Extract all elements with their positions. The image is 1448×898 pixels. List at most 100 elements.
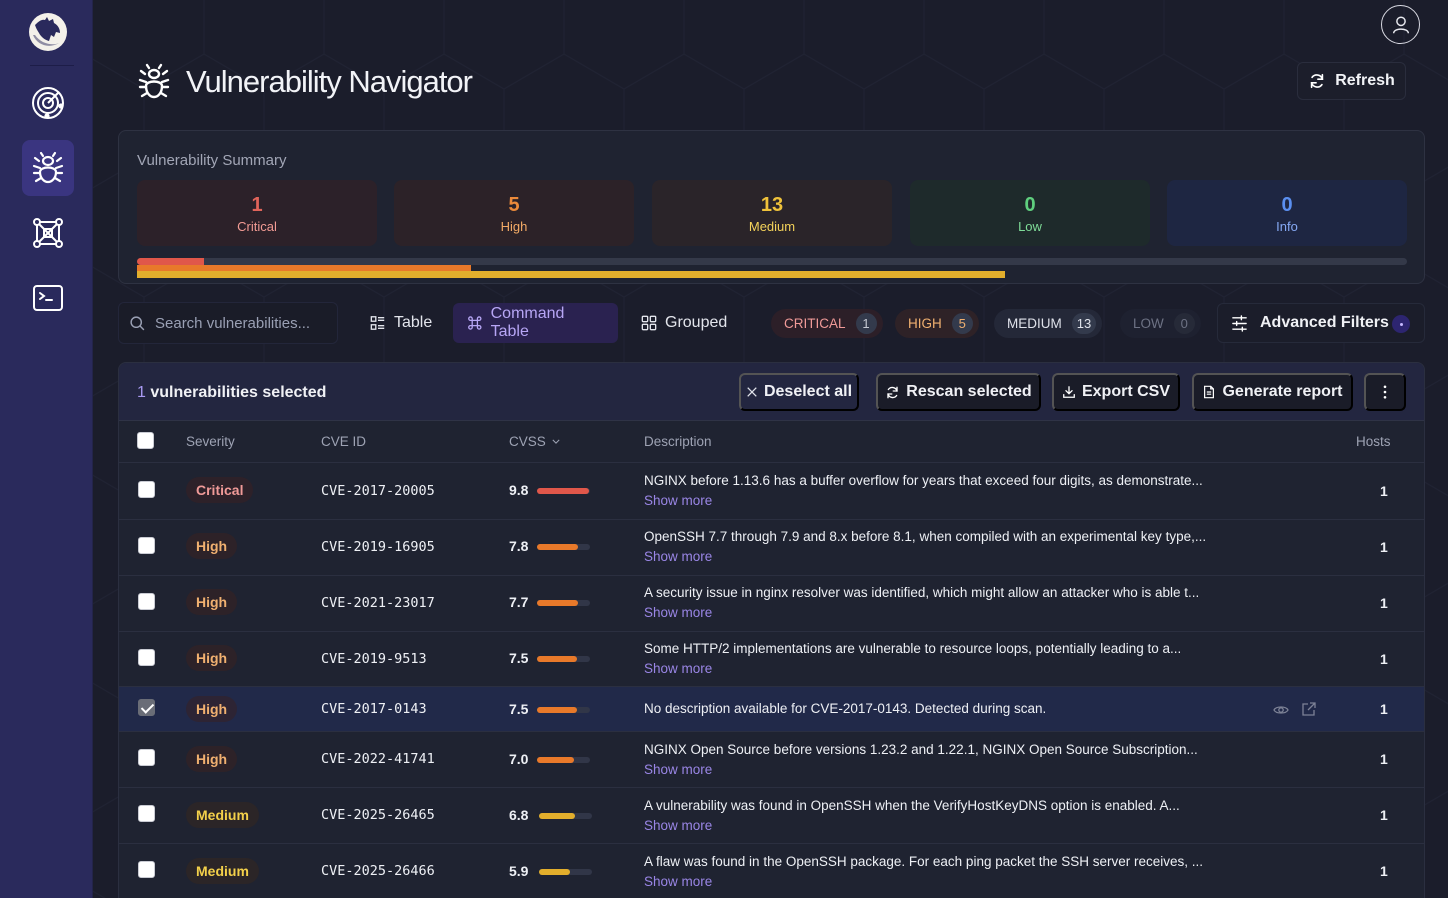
column-description[interactable]: Description <box>644 434 712 449</box>
cvss-bar <box>537 544 590 550</box>
filter-chip-high[interactable]: HIGH 5 <box>895 309 979 338</box>
filter-chip-medium[interactable]: MEDIUM 13 <box>994 309 1103 338</box>
summary-card-critical[interactable]: 1 Critical <box>137 180 377 246</box>
cvss-score: 7.5 <box>509 650 529 666</box>
select-all-checkbox[interactable] <box>137 432 154 449</box>
column-hosts[interactable]: Hosts <box>1356 434 1391 449</box>
hosts-count: 1 <box>1380 751 1388 767</box>
row-checkbox[interactable] <box>138 805 155 822</box>
filter-chip-critical[interactable]: CRITICAL 1 <box>771 309 883 338</box>
search-input[interactable] <box>155 314 325 332</box>
user-icon <box>1392 15 1409 33</box>
document-icon <box>1204 385 1215 399</box>
sidebar-item-network[interactable] <box>22 205 74 261</box>
table-row[interactable]: High CVE-2019-16905 7.8 OpenSSH 7.7 thro… <box>119 520 1424 576</box>
filter-chip-low[interactable]: LOW 0 <box>1120 309 1201 338</box>
column-cve-id[interactable]: CVE ID <box>321 434 367 449</box>
row-checkbox[interactable] <box>138 861 155 878</box>
cvss-score: 5.9 <box>509 863 529 879</box>
rescan-selected-button[interactable]: Rescan selected <box>876 373 1041 411</box>
table-row[interactable]: High CVE-2019-9513 7.5 Some HTTP/2 imple… <box>119 632 1424 687</box>
wolf-logo-icon[interactable] <box>27 11 69 53</box>
high-count: 5 <box>508 193 520 216</box>
summary-card-medium[interactable]: 13 Medium <box>652 180 892 246</box>
description: NGINX Open Source before versions 1.23.2… <box>644 742 1198 757</box>
tab-command-table-label: Command Table <box>490 305 565 340</box>
cve-id: CVE-2025-26465 <box>321 807 435 823</box>
column-severity[interactable]: Severity <box>186 434 235 449</box>
more-options-button[interactable] <box>1364 373 1406 411</box>
table-row[interactable]: Medium CVE-2025-26466 5.9 A flaw was fou… <box>119 844 1424 898</box>
show-more-link[interactable]: Show more <box>644 762 713 777</box>
hosts-count: 1 <box>1380 807 1388 823</box>
eye-icon[interactable] <box>1273 702 1289 718</box>
page-title: Vulnerability Navigator <box>186 64 473 99</box>
tab-command-table[interactable]: Command Table <box>453 303 618 343</box>
row-checkbox[interactable] <box>138 649 155 666</box>
cvss-score: 7.5 <box>509 701 529 717</box>
cve-id: CVE-2017-20005 <box>321 483 435 499</box>
tab-grouped-label: Grouped <box>665 314 728 331</box>
column-cvss[interactable]: CVSS <box>509 434 560 449</box>
show-more-link[interactable]: Show more <box>644 605 713 620</box>
row-checkbox[interactable] <box>138 749 155 766</box>
external-link-icon[interactable] <box>1301 701 1317 717</box>
refresh-button[interactable]: Refresh <box>1297 62 1406 100</box>
chip-label: HIGH <box>908 316 942 331</box>
cvss-bar <box>537 600 590 606</box>
cvss-bar <box>537 656 590 662</box>
summary-card-high[interactable]: 5 High <box>394 180 634 246</box>
radar-icon <box>32 87 64 119</box>
sidebar-item-scanner[interactable] <box>22 75 74 131</box>
grid-icon <box>641 315 657 331</box>
show-more-link[interactable]: Show more <box>644 818 713 833</box>
severity-badge: High <box>186 696 238 722</box>
sidebar-item-vulnerabilities[interactable] <box>22 140 74 196</box>
show-more-link[interactable]: Show more <box>644 493 713 508</box>
selection-count: 1 vulnerabilities selected <box>137 384 326 402</box>
deselect-all-button[interactable]: Deselect all <box>739 373 859 411</box>
generate-report-button[interactable]: Generate report <box>1192 373 1353 411</box>
cve-id: CVE-2022-41741 <box>321 751 435 767</box>
row-checkbox[interactable] <box>138 593 155 610</box>
vulnerability-table: 1 vulnerabilities selected Deselect all … <box>118 362 1425 898</box>
refresh-icon <box>887 386 898 398</box>
show-more-link[interactable]: Show more <box>644 661 713 676</box>
close-icon <box>747 387 757 397</box>
rescan-label: Rescan selected <box>906 383 1032 400</box>
tab-table[interactable]: Table <box>356 303 446 343</box>
row-checkbox[interactable] <box>138 537 155 554</box>
cvss-bar <box>537 707 590 713</box>
avatar[interactable] <box>1381 5 1420 44</box>
report-label: Generate report <box>1222 383 1343 400</box>
search-icon <box>130 315 145 330</box>
chip-count: 13 <box>1071 313 1097 334</box>
row-checkbox[interactable] <box>138 699 155 716</box>
chip-label: CRITICAL <box>784 316 846 331</box>
show-more-link[interactable]: Show more <box>644 874 713 889</box>
table-row[interactable]: Critical CVE-2017-20005 9.8 NGINX before… <box>119 464 1424 520</box>
show-more-link[interactable]: Show more <box>644 549 713 564</box>
export-csv-button[interactable]: Export CSV <box>1052 373 1180 411</box>
table-row[interactable]: Medium CVE-2025-26465 6.8 A vulnerabilit… <box>119 788 1424 844</box>
summary-card-low[interactable]: 0 Low <box>910 180 1150 246</box>
tab-grouped[interactable]: Grouped <box>627 303 741 343</box>
summary-card-info[interactable]: 0 Info <box>1167 180 1407 246</box>
list-icon <box>370 316 385 330</box>
sidebar-divider <box>30 65 74 66</box>
table-row[interactable]: High CVE-2022-41741 7.0 NGINX Open Sourc… <box>119 732 1424 788</box>
advanced-filters-button[interactable]: Advanced Filters <box>1217 303 1425 343</box>
row-checkbox[interactable] <box>138 481 155 498</box>
low-count: 0 <box>1024 193 1036 216</box>
chip-count: 5 <box>951 313 973 334</box>
cvss-score: 7.0 <box>509 751 529 767</box>
summary-title: Vulnerability Summary <box>137 152 287 169</box>
sidebar-item-terminal[interactable] <box>22 270 74 326</box>
table-row[interactable]: High CVE-2021-23017 7.7 A security issue… <box>119 576 1424 632</box>
table-row-selected[interactable]: High CVE-2017-0143 7.5 No description av… <box>119 687 1424 732</box>
chip-count: 1 <box>855 313 877 334</box>
info-count: 0 <box>1281 193 1293 216</box>
cvss-score: 9.8 <box>509 482 529 498</box>
description: OpenSSH 7.7 through 7.9 and 8.x before 8… <box>644 529 1207 544</box>
hosts-count: 1 <box>1380 539 1388 555</box>
